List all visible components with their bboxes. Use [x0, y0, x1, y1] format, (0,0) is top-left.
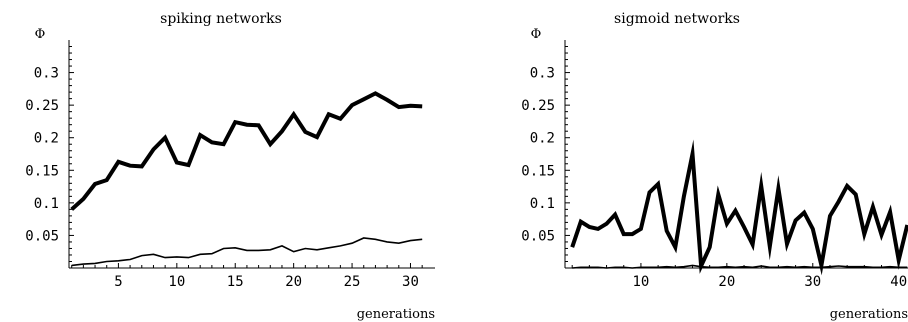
x-tick-label: 40 [890, 274, 907, 290]
x-tick-label: 20 [718, 274, 735, 290]
series-line-thin [572, 264, 908, 269]
sigmoid-chart: sigmoid networks Φ generations 0.050.10.… [521, 11, 908, 322]
x-tick-label: 15 [227, 274, 244, 290]
series-group [570, 139, 908, 276]
y-tick-label: 0.25 [25, 98, 59, 114]
y-tick-label: 0.05 [25, 228, 59, 244]
x-axis-label: generations [357, 307, 435, 322]
y-axis-label: Φ [531, 27, 542, 42]
x-tick-label: 10 [168, 274, 185, 290]
y-tick-label: 0.1 [530, 196, 555, 212]
x-tick-label: 25 [344, 274, 361, 290]
y-tick-label: 0.1 [34, 196, 59, 212]
series-line-thick [570, 139, 908, 276]
x-tick-label: 30 [402, 274, 419, 290]
tick-group: 0.05 0.1 0.15 0.2 0.25 0.3 10 20 30 40 [521, 46, 907, 290]
y-tick-label: 0.15 [521, 163, 555, 179]
x-tick-label: 10 [632, 274, 649, 290]
series-line-thin [71, 237, 423, 267]
y-tick-label: 0.05 [521, 228, 555, 244]
chart-title: sigmoid networks [614, 11, 740, 27]
series-group [70, 91, 423, 267]
chart-title: spiking networks [160, 11, 282, 27]
y-tick-label: 0.2 [34, 131, 59, 147]
y-tick-label: 0.3 [34, 66, 59, 82]
y-tick-label: 0.25 [521, 98, 555, 114]
y-axis-label: Φ [35, 27, 46, 42]
spiking-chart: spiking networks Φ generations 0.050.10.… [25, 11, 435, 322]
x-tick-label: 5 [114, 274, 122, 290]
series-line-thick [70, 91, 423, 211]
x-tick-label: 20 [285, 274, 302, 290]
y-tick-label: 0.3 [530, 66, 555, 82]
tick-group: 0.05 0.1 0.15 0.2 0.25 0.3 5 10 15 20 25 30 [25, 46, 423, 290]
x-tick-label: 30 [804, 274, 821, 290]
y-tick-label: 0.15 [25, 163, 59, 179]
x-axis-label: generations [830, 307, 908, 322]
y-tick-label: 0.2 [530, 131, 555, 147]
